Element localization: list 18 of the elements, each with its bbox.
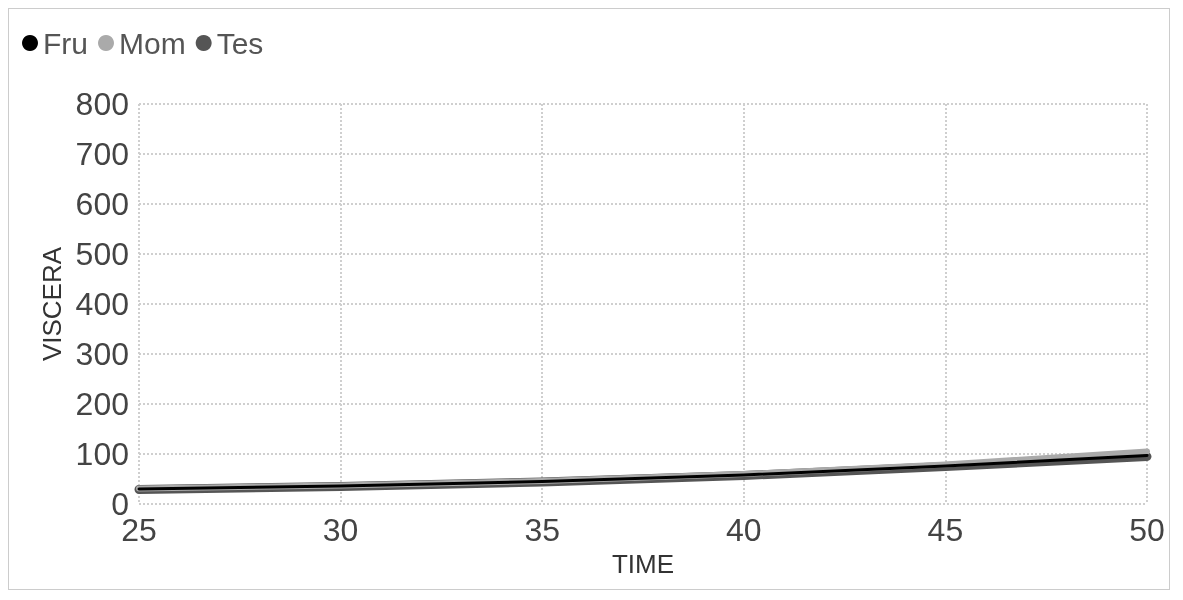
x-axis-title: TIME — [611, 548, 675, 579]
legend-label: Tes — [216, 26, 264, 60]
x-tick-label: 30 — [322, 512, 359, 548]
y-axis-title: VISCERA — [36, 246, 67, 362]
legend-label: Fru — [43, 26, 88, 60]
y-tick-label: 300 — [75, 336, 129, 372]
x-tick-label: 50 — [1129, 512, 1165, 548]
legend-label: Mom — [119, 26, 186, 60]
x-tick-label: 35 — [524, 512, 560, 548]
y-tick-label: 200 — [75, 386, 129, 422]
y-tick-label: 400 — [75, 286, 129, 322]
y-tick-label: 100 — [75, 436, 129, 472]
y-tick-label: 800 — [75, 86, 129, 122]
y-tick-label: 600 — [75, 186, 129, 222]
x-tick-label: 40 — [726, 512, 762, 548]
y-tick-label: 500 — [75, 236, 129, 272]
x-tick-label: 45 — [927, 512, 964, 548]
y-tick-label: 700 — [75, 136, 129, 172]
